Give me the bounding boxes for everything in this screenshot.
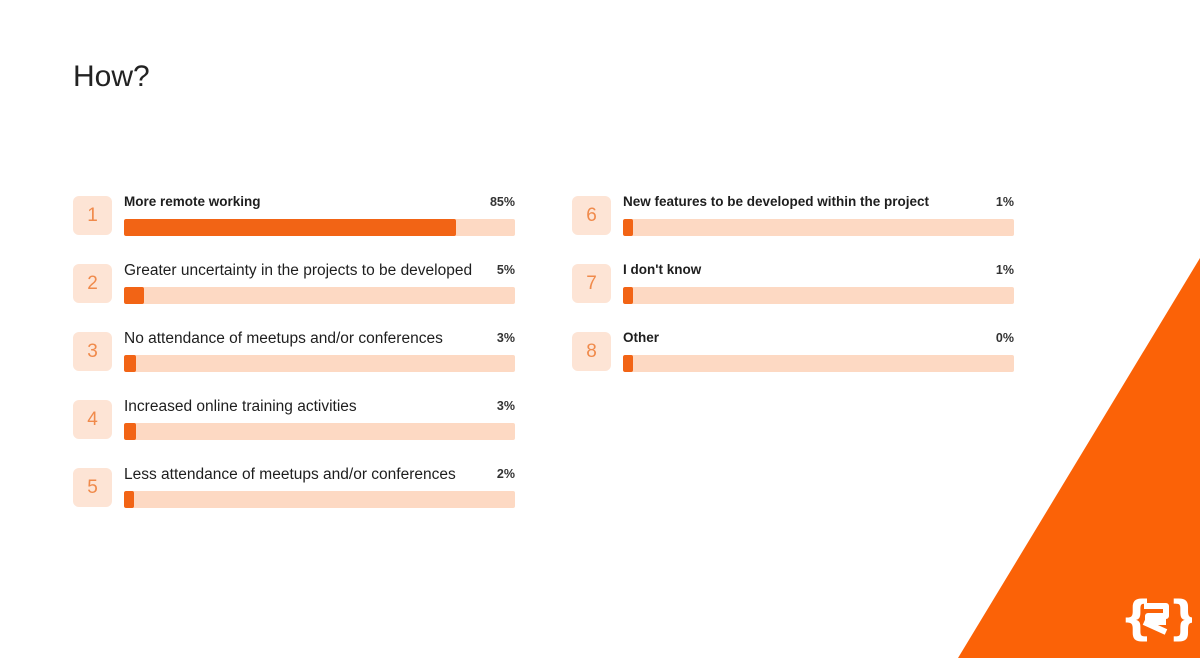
- bar-fill: [623, 355, 633, 372]
- bar-value-label: 0%: [995, 331, 1014, 345]
- bar-track: [124, 491, 515, 508]
- rank-badge: 4: [73, 400, 112, 439]
- bar-track: [124, 287, 515, 304]
- bar-fill: [623, 219, 633, 236]
- bar-row: 7 I don't know 1%: [572, 258, 1014, 326]
- bar-track: [124, 355, 515, 372]
- bar-label: No attendance of meetups and/or conferen…: [124, 330, 443, 347]
- bar-row: 6 New features to be developed within the…: [572, 190, 1014, 258]
- bar-fill: [124, 423, 136, 440]
- rank-badge: 6: [572, 196, 611, 235]
- bar-label: Other: [623, 330, 660, 345]
- bar-fill: [124, 491, 134, 508]
- page-title: How?: [73, 60, 150, 93]
- bar-value-label: 85%: [489, 195, 515, 209]
- right-bar-column: 6 New features to be developed within the…: [572, 190, 1014, 394]
- bar-value-label: 3%: [496, 399, 515, 413]
- bar-label: New features to be developed within the …: [623, 194, 930, 209]
- bar-row: 8 Other 0%: [572, 326, 1014, 394]
- rank-badge: 3: [73, 332, 112, 371]
- bar-row: 4 Increased online training activities 3%: [73, 394, 515, 462]
- bar-fill: [124, 287, 144, 304]
- bar-label: Increased online training activities: [124, 398, 357, 415]
- rank-badge: 8: [572, 332, 611, 371]
- bar-fill: [124, 355, 136, 372]
- bar-track: [124, 219, 515, 236]
- bar-row: 5 Less attendance of meetups and/or confe…: [73, 462, 515, 530]
- bar-value-label: 2%: [496, 467, 515, 481]
- bar-fill: [623, 287, 633, 304]
- svg-text:}: }: [1168, 591, 1192, 645]
- bar-row: 2 Greater uncertainty in the projects to …: [73, 258, 515, 326]
- bar-row: 3 No attendance of meetups and/or confere…: [73, 326, 515, 394]
- left-bar-column: 1 More remote working 85% 2 Greater uncertai…: [73, 190, 515, 530]
- bar-label: Greater uncertainty in the projects to b…: [124, 262, 473, 279]
- bar-value-label: 5%: [496, 263, 515, 277]
- bar-value-label: 3%: [496, 331, 515, 345]
- bar-fill: [124, 219, 457, 236]
- bar-label: Less attendance of meetups and/or confer…: [124, 466, 456, 483]
- bar-track: [623, 219, 1014, 236]
- bar-value-label: 1%: [995, 195, 1014, 209]
- rank-badge: 7: [572, 264, 611, 303]
- rank-badge: 2: [73, 264, 112, 303]
- bar-value-label: 1%: [995, 263, 1014, 277]
- curly-brace-logo-icon: { }: [1120, 591, 1192, 645]
- rank-badge: 1: [73, 196, 112, 235]
- bar-row: 1 More remote working 85%: [73, 190, 515, 258]
- bar-label: More remote working: [124, 194, 261, 209]
- rank-badge: 5: [73, 468, 112, 507]
- bar-track: [623, 287, 1014, 304]
- bar-track: [124, 423, 515, 440]
- bar-label: I don't know: [623, 262, 702, 277]
- bar-track: [623, 355, 1014, 372]
